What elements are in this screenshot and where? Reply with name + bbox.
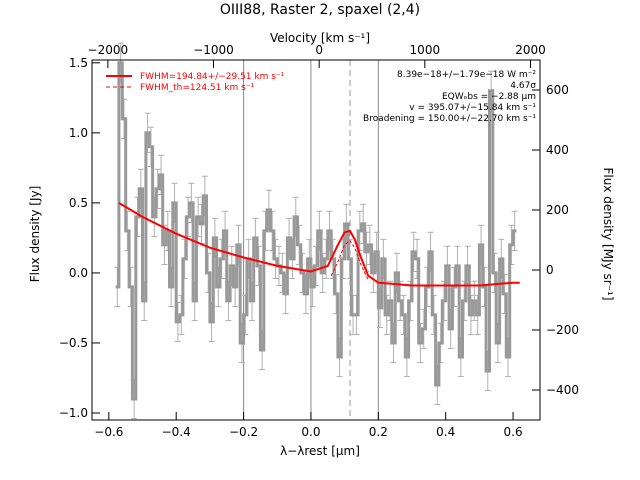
legend-label: FWHM=194.84+/−29.51 km s⁻¹ [140, 72, 285, 82]
x-axis-label: λ−λrest [μm] [280, 444, 360, 458]
top-tick-label: 1000 [410, 43, 441, 57]
y-tick-label: 0.0 [69, 266, 88, 280]
top-axis-label: Velocity [km s⁻¹] [270, 31, 370, 45]
legend-label: FWHM_th=124.51 km s⁻¹ [140, 83, 255, 93]
thermal-profile [330, 239, 369, 281]
fit-annotation: Broadening = 150.00+/−22.70 km s⁻¹ [363, 114, 536, 124]
top-tick-label: −2000 [88, 43, 129, 57]
right-tick-label: −400 [546, 383, 579, 397]
top-tick-label: 0 [315, 43, 323, 57]
right-tick-label: 400 [546, 143, 569, 157]
fit-annotation: 4.67σ [510, 81, 536, 91]
right-tick-label: 600 [546, 83, 569, 97]
right-tick-label: −200 [546, 323, 579, 337]
right-tick-label: 200 [546, 203, 569, 217]
plot-area: −0.6 −0.4 −0.2 0.0 0.2 0.4 0.6 −1.0 −0.5 0.0 0.5 1.… [59, 42, 579, 439]
fit-annotation: 8.39e−18+/−1.79e−18 W m⁻² [397, 70, 536, 80]
right-axis-label: Flux density [MJy sr⁻¹] [601, 167, 615, 300]
right-tick-label: 0 [546, 263, 554, 277]
y-tick-label: 0.5 [69, 196, 88, 210]
fit-curve [118, 202, 520, 287]
x-tick-label: 0.4 [436, 425, 455, 439]
x-tick-label: −0.2 [229, 425, 258, 439]
y-tick-label: −0.5 [59, 336, 88, 350]
fit-annotation: EQWₒbs = −2.88 μm [442, 92, 536, 102]
data-series [115, 61, 517, 401]
y-tick-label: 1.0 [69, 126, 88, 140]
plot-frame [91, 59, 541, 421]
x-tick-label: 0.0 [301, 425, 320, 439]
y-tick-label: −1.0 [59, 406, 88, 420]
top-tick-label: −1000 [193, 43, 234, 57]
y-axis-label: Flux density [Jy] [28, 186, 42, 283]
x-tick-label: 0.2 [369, 425, 388, 439]
fit-annotation: v = 395.07+/−15.84 km s⁻¹ [409, 103, 536, 113]
top-tick-label: 2000 [515, 43, 546, 57]
y-tick-label: 1.5 [69, 56, 88, 70]
x-tick-label: 0.6 [504, 425, 523, 439]
chart-title: OIII88, Raster 2, spaxel (2,4) [220, 2, 420, 18]
x-tick-label: −0.6 [94, 425, 123, 439]
x-tick-label: −0.4 [162, 425, 191, 439]
